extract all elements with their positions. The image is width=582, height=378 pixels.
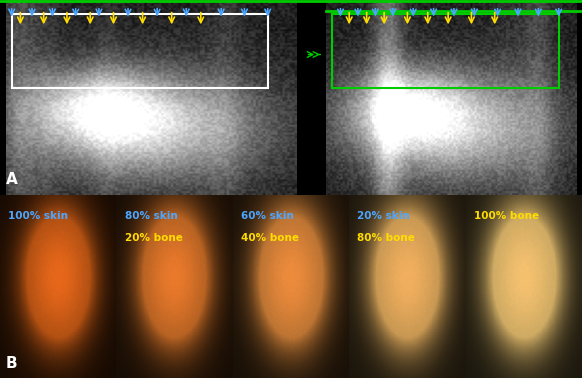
Text: 80% bone: 80% bone (357, 233, 415, 243)
Text: 100% bone: 100% bone (474, 211, 539, 221)
Text: 60% skin: 60% skin (241, 211, 294, 221)
Text: A: A (6, 172, 17, 187)
Bar (332, 14, 559, 88)
Text: 100% skin: 100% skin (8, 211, 68, 221)
Text: 80% skin: 80% skin (125, 211, 178, 221)
Text: 40% bone: 40% bone (241, 233, 299, 243)
Bar (0, 0, 582, 14)
Text: B: B (6, 356, 17, 371)
Text: 20% skin: 20% skin (357, 211, 410, 221)
Bar (12, 14, 268, 88)
Text: 20% bone: 20% bone (125, 233, 182, 243)
